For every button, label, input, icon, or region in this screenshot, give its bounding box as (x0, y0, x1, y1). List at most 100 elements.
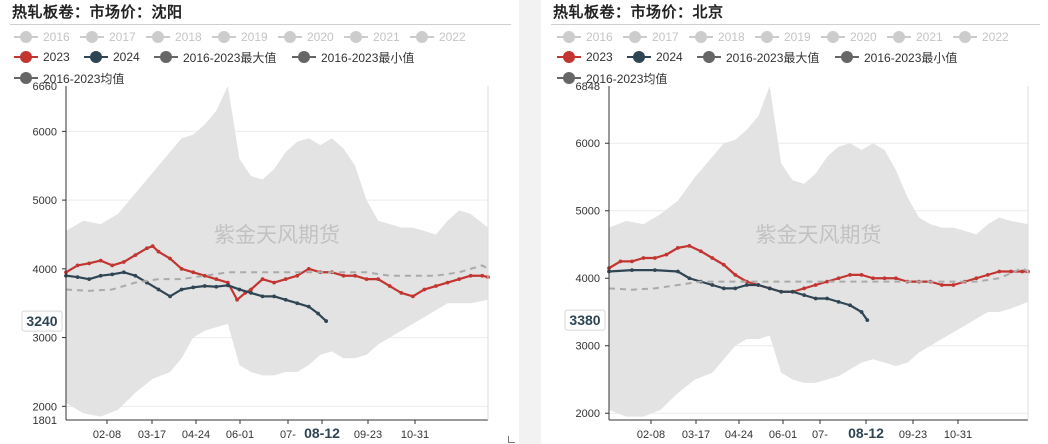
series-point-2024 (756, 283, 761, 287)
series-point-2023 (214, 277, 219, 282)
x-tick-label: 02-08 (637, 429, 665, 441)
legend-item-2016-2023[interactable]: 2016-2023最大值 (154, 49, 276, 65)
legend-label: 2021 (373, 30, 400, 44)
legend-marker-icon (557, 50, 581, 64)
legend-label: 2023 (586, 50, 613, 64)
legend-marker-icon (627, 50, 651, 64)
series-point-2023 (295, 273, 300, 278)
series-point-2024 (316, 311, 320, 316)
legend-item-2020[interactable]: 2020 (278, 29, 334, 45)
series-point-2024 (767, 286, 772, 291)
y-tick-label: 6000 (576, 138, 600, 150)
legend-item-2023[interactable]: 2023 (14, 49, 70, 65)
series-point-2023 (836, 276, 841, 281)
legend-label: 2016-2023均值 (586, 71, 668, 86)
series-point-2024 (744, 283, 749, 287)
series-point-2023 (191, 270, 196, 275)
current-value-tag (21, 310, 63, 332)
legend-item-2022[interactable]: 2022 (953, 29, 1009, 45)
legend-item-2016-2023[interactable]: 2016-2023最小值 (835, 49, 957, 65)
resize-handle-icon[interactable] (508, 436, 515, 443)
series-point-2023 (1008, 269, 1013, 274)
series-point-2023 (698, 249, 703, 254)
x-tick-label: 09-23 (354, 429, 382, 441)
series-point-2024 (272, 294, 277, 299)
legend-item-2019[interactable]: 2019 (755, 29, 811, 45)
series-point-2023 (871, 276, 875, 281)
legend-marker-icon (557, 71, 581, 85)
legend-item-2016[interactable]: 2016 (557, 29, 613, 45)
series-point-2023 (802, 286, 807, 291)
panel-gutter (519, 0, 541, 444)
series-point-2023 (283, 277, 288, 282)
series-point-2023 (353, 273, 357, 278)
series-point-2024 (179, 287, 184, 292)
legend-marker-icon (154, 50, 178, 64)
series-point-2023 (364, 277, 369, 282)
legend-item-2019[interactable]: 2019 (212, 29, 268, 45)
series-point-2023 (272, 280, 277, 285)
legend-marker-icon (212, 30, 236, 44)
legend-item-2016[interactable]: 2016 (14, 29, 70, 45)
watermark-text: 紫金天风期货 (214, 223, 340, 247)
chart-title: 热轧板卷：市场价：北京 (553, 3, 724, 21)
y-tick-label: 2000 (33, 401, 57, 413)
legend-item-2022[interactable]: 2022 (410, 29, 466, 45)
series-point-2023 (687, 243, 692, 248)
current-value-label: 3380 (569, 312, 600, 328)
x-tick-label: 10-31 (944, 429, 972, 441)
x-tick-label: 03-17 (138, 429, 166, 441)
legend-item-2017[interactable]: 2017 (623, 29, 679, 45)
legend-item-2018[interactable]: 2018 (689, 29, 745, 45)
series-point-2023 (675, 245, 680, 250)
legend-item-2016-2023[interactable]: 2016-2023均值 (557, 70, 667, 86)
legend-item-2016-2023[interactable]: 2016-2023最小值 (292, 49, 414, 65)
series-point-2024 (306, 304, 311, 309)
series-point-2023 (179, 266, 184, 271)
x-tick-label: 07- (812, 429, 828, 441)
legend-marker-icon (84, 50, 108, 64)
series-point-2024 (191, 285, 196, 290)
series-point-2024 (260, 294, 265, 299)
legend-item-2020[interactable]: 2020 (821, 29, 877, 45)
series-point-2023 (156, 249, 161, 254)
legend-item-2024[interactable]: 2024 (84, 49, 140, 65)
legend-label: 2018 (175, 30, 202, 44)
legend-item-2016-2023[interactable]: 2016-2023均值 (14, 70, 124, 86)
x-axis-pointer-label: 08-12 (848, 425, 884, 441)
legend-item-2016-2023[interactable]: 2016-2023最大值 (697, 49, 819, 65)
series-point-2024 (324, 319, 329, 323)
plot-area[interactable]: 紫金天风期货 2000 3000 4000 5000 6000 1801 6660 02-08 0… (0, 0, 519, 444)
y-tick-label: 5000 (576, 206, 600, 218)
series-point-2024 (865, 318, 870, 322)
series-point-2024 (836, 299, 841, 304)
series-point-2024 (710, 283, 715, 287)
series-point-2024 (214, 284, 219, 289)
legend-marker-icon (887, 30, 911, 44)
series-point-2023 (974, 276, 979, 281)
title-divider (10, 24, 511, 25)
max-min-band (66, 86, 488, 417)
series-line-2016-2023 (608, 267, 1029, 291)
y-tick-label: 3000 (576, 341, 600, 353)
legend-item-2021[interactable]: 2021 (344, 29, 400, 45)
plot-area[interactable]: 紫金天风期货 2000 3000 4000 5000 6000 6848 02-08 03-17… (541, 0, 1048, 444)
legend-marker-icon (14, 71, 38, 85)
series-point-2023 (641, 256, 646, 260)
series-point-2024 (237, 287, 242, 292)
legend-marker-icon (292, 50, 316, 64)
series-point-2024 (87, 277, 92, 282)
legend-label: 2023 (43, 50, 70, 64)
legend-item-2021[interactable]: 2021 (887, 29, 943, 45)
legend-marker-icon (278, 30, 302, 44)
series-point-2023 (985, 272, 990, 277)
series-point-2023 (940, 283, 944, 287)
legend-item-2018[interactable]: 2018 (146, 29, 202, 45)
legend-item-2023[interactable]: 2023 (557, 49, 613, 65)
series-point-2023 (110, 263, 115, 268)
x-tick-label: 07- (280, 429, 296, 441)
legend-label: 2018 (718, 30, 745, 44)
legend-item-2017[interactable]: 2017 (80, 29, 136, 45)
legend-item-2024[interactable]: 2024 (627, 49, 683, 65)
x-tick-label: 06-01 (226, 429, 254, 441)
